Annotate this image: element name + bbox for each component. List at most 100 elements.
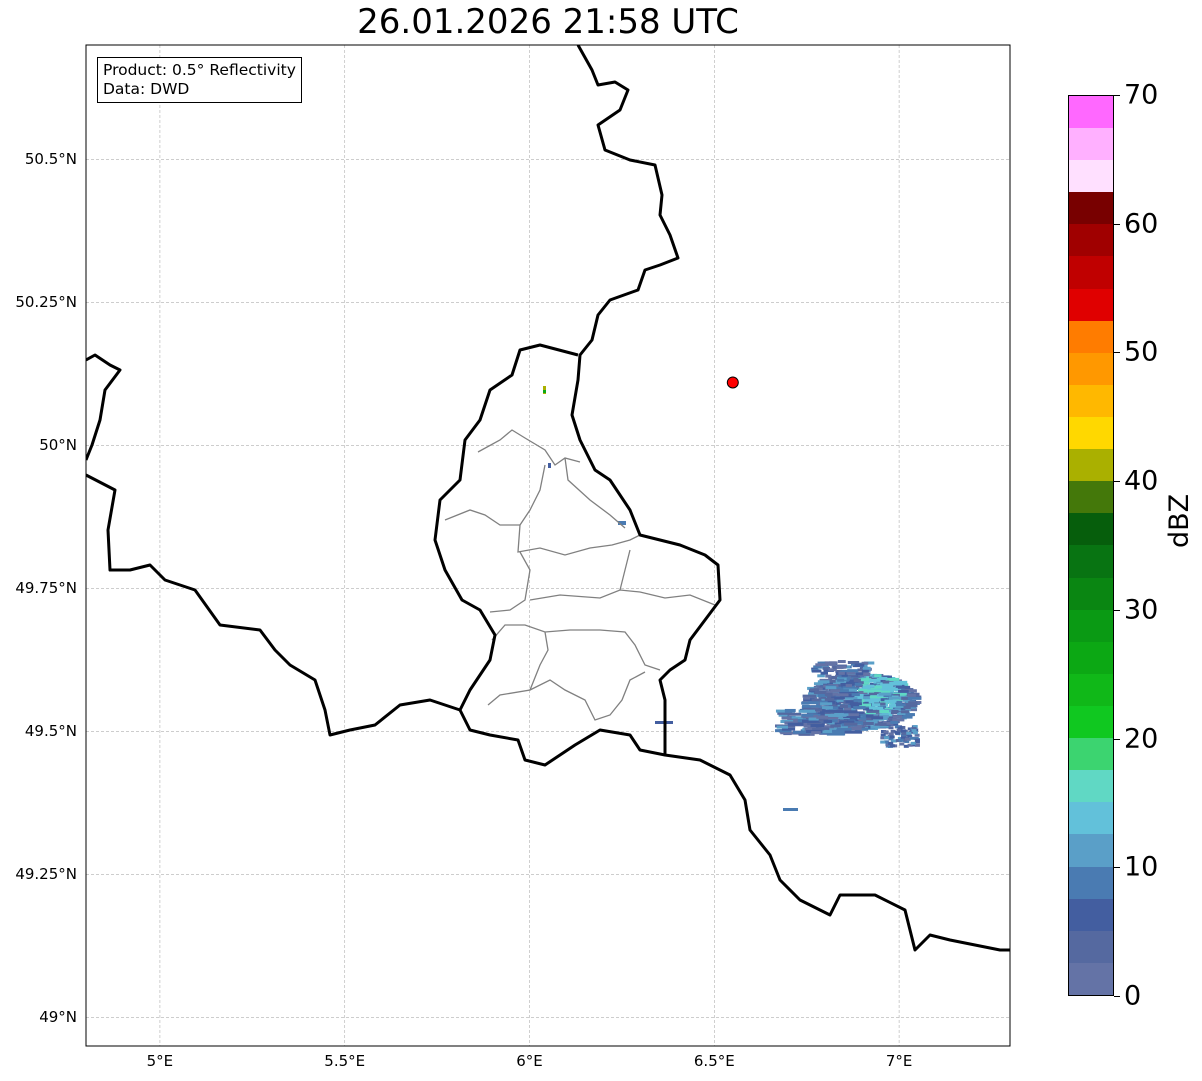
radar-echo-pixel bbox=[837, 676, 847, 680]
radar-echo-pixel bbox=[843, 710, 858, 714]
radar-echo-pixel bbox=[813, 665, 822, 669]
radar-echo-pixel bbox=[800, 723, 813, 727]
radar-echo-pixel bbox=[877, 721, 884, 725]
radar-echo-pixel bbox=[890, 721, 899, 725]
radar-echo-pixel bbox=[803, 698, 815, 702]
radar-echo-pixel bbox=[907, 734, 913, 738]
colorbar-tick bbox=[1114, 996, 1120, 997]
lon-tick-label: 7°E bbox=[885, 1052, 913, 1070]
colorbar-bin bbox=[1069, 545, 1113, 578]
radar-echo-pixel bbox=[825, 681, 838, 685]
radar-echo-pixel bbox=[831, 696, 845, 700]
radar-echo-pixel bbox=[902, 738, 908, 742]
radar-echo-pixel bbox=[848, 677, 858, 681]
radar-echo-pixel bbox=[816, 715, 829, 719]
colorbar-bin bbox=[1069, 417, 1113, 450]
radar-echo-pixel bbox=[869, 689, 882, 693]
radar-echo-pixel bbox=[830, 724, 841, 728]
radar-echo-pixel bbox=[889, 693, 900, 697]
radar-echo-pixel bbox=[548, 463, 551, 468]
radar-echo-pixel bbox=[825, 674, 832, 678]
colorbar-tick bbox=[1114, 609, 1120, 611]
colorbar-bin bbox=[1069, 802, 1113, 835]
radar-echo-pixel bbox=[838, 671, 845, 675]
radar-echo-pixel bbox=[811, 698, 822, 702]
radar-echo-pixel bbox=[839, 704, 848, 708]
radar-echo-pixel bbox=[810, 705, 822, 709]
colorbar-bin bbox=[1069, 673, 1113, 707]
colorbar-bin bbox=[1069, 513, 1113, 546]
radar-echo-pixel bbox=[814, 691, 827, 695]
radar-echo-pixel bbox=[844, 730, 863, 734]
radar-echo-pixel bbox=[900, 715, 913, 719]
colorbar-bin bbox=[1069, 770, 1113, 803]
radar-echo-pixel bbox=[861, 703, 872, 707]
radar-echo-pixel bbox=[898, 694, 911, 698]
radar-echo-pixel bbox=[880, 733, 886, 737]
colorbar-bin bbox=[1069, 224, 1113, 257]
radar-echo-pixel bbox=[830, 676, 838, 680]
radar-echo-pixel bbox=[834, 722, 844, 726]
radar-echo-pixel bbox=[846, 671, 856, 675]
country-borders bbox=[86, 45, 1010, 952]
radar-echo-pixel bbox=[896, 728, 902, 732]
radar-echo-pixel bbox=[909, 736, 915, 740]
plot-frame bbox=[85, 44, 1011, 1047]
radar-echo-pixel bbox=[824, 713, 843, 717]
radar-echo-pixel bbox=[824, 692, 833, 696]
radar-echo-pixel bbox=[836, 727, 852, 731]
colorbar bbox=[1068, 95, 1114, 996]
product-label: Product: 0.5° Reflectivity bbox=[103, 61, 296, 79]
radar-echo-pixel bbox=[862, 666, 871, 670]
radar-echo-pixel bbox=[828, 668, 837, 672]
radar-echo-pixel bbox=[887, 686, 901, 690]
radar-echo-pixel bbox=[828, 703, 841, 707]
colorbar-bin bbox=[1069, 160, 1113, 193]
radar-echo-pixel bbox=[878, 692, 892, 696]
radar-echo-pixel bbox=[855, 672, 868, 676]
radar-echo-pixel bbox=[883, 740, 889, 744]
radar-echo-pixel bbox=[851, 693, 860, 697]
radar-echo-pixel bbox=[870, 698, 883, 702]
radar-echo-pixel bbox=[824, 697, 835, 701]
canton-borders bbox=[444, 429, 716, 721]
lat-tick-label: 49°N bbox=[39, 1008, 77, 1027]
radar-echo-pixel bbox=[824, 729, 833, 733]
radar-echo-pixel bbox=[791, 716, 807, 720]
radar-echo-pixel bbox=[874, 674, 882, 678]
radar-echo-pixel bbox=[843, 718, 858, 722]
radar-echo-pixel bbox=[809, 688, 820, 692]
radar-echo-pixel bbox=[912, 725, 918, 729]
radar-echo-pixel bbox=[807, 701, 819, 705]
radar-echo-pixel bbox=[826, 695, 835, 699]
radar-echo-pixel bbox=[870, 725, 880, 729]
colorbar-tick-label: 70 bbox=[1124, 79, 1159, 111]
radar-echo-pixel bbox=[888, 726, 894, 730]
radar-echo-pixel bbox=[892, 718, 905, 722]
radar-echo-pixel bbox=[861, 661, 869, 665]
radar-echo-pixel bbox=[836, 693, 849, 697]
radar-echo-pixel bbox=[833, 686, 847, 690]
radar-echo-pixel bbox=[618, 521, 626, 525]
radar-echo-pixel bbox=[811, 667, 819, 671]
lon-tick-label: 6.5°E bbox=[693, 1052, 735, 1070]
radar-echo-pixel bbox=[894, 708, 901, 712]
radar-echo-pixel bbox=[845, 684, 853, 688]
colorbar-tick-label: 10 bbox=[1124, 851, 1159, 883]
radar-echo-pixel bbox=[784, 708, 796, 712]
radar-echo-pixel bbox=[853, 698, 862, 702]
radar-echo-pixel bbox=[863, 694, 871, 698]
radar-echo-pixel bbox=[824, 717, 839, 721]
colorbar-bin bbox=[1069, 641, 1113, 674]
radar-echo-pixel bbox=[802, 704, 811, 708]
radar-echo-pixel bbox=[836, 698, 844, 702]
radar-echo-pixel bbox=[854, 682, 862, 686]
radar-echo-pixel bbox=[777, 711, 790, 715]
radar-echo-pixel bbox=[882, 721, 894, 725]
radar-echo-pixel bbox=[900, 734, 906, 738]
radar-echo-pixel bbox=[866, 717, 874, 721]
radar-echo-pixel bbox=[832, 729, 850, 733]
radar-echo-pixel bbox=[892, 739, 898, 743]
radar-echo-pixel bbox=[895, 731, 901, 735]
radar-echo-pixel bbox=[888, 741, 894, 745]
